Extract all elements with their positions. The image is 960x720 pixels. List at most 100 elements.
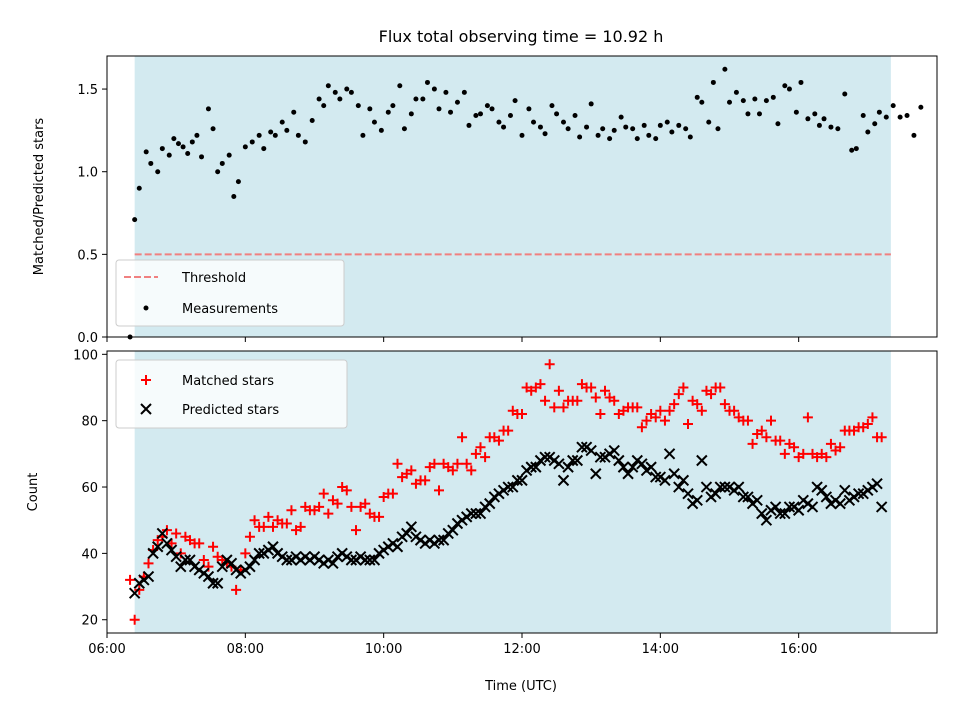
measurements-legend-label: Measurements [182, 302, 278, 317]
measurements-point [175, 141, 181, 147]
x-tick-label: 14:00 [642, 642, 679, 657]
predicted-stars-point [617, 461, 630, 473]
predicted-stars-point [714, 481, 726, 493]
y-tick-label: 1.5 [77, 83, 98, 98]
measurements-point [630, 126, 636, 132]
predicted-stars-point [128, 587, 141, 599]
predicted-stars-point [502, 481, 514, 493]
matched-stars-point [171, 528, 182, 539]
predicted-stars-point [175, 560, 187, 573]
measurements-point [657, 122, 663, 128]
predicted-stars-point [839, 484, 851, 497]
x-tick-label: 06:00 [88, 642, 125, 657]
measurements-point [148, 160, 154, 166]
predicted-stars-point [673, 481, 685, 493]
matched-stars-point [558, 402, 569, 413]
measurements-point [185, 151, 191, 157]
predicted-stars-point [507, 481, 519, 493]
matched-stars-point [729, 405, 740, 416]
matched-stars-point [351, 525, 361, 536]
predicted-stars-point [700, 481, 713, 493]
predicted-stars-legend-label: Predicted stars [182, 403, 279, 418]
predicted-stars-point [645, 461, 657, 473]
predicted-stars-point [156, 527, 169, 540]
measurements-point [466, 122, 472, 128]
matched-stars-point [761, 432, 772, 443]
predicted-stars-point [622, 468, 634, 480]
measurements-point [235, 179, 241, 185]
matched-stars-point [258, 521, 269, 532]
predicted-stars-point [179, 554, 192, 566]
matched-stars-point [719, 399, 730, 410]
matched-stars-point [452, 458, 463, 469]
measurements-point [143, 149, 149, 155]
matched-stars-point [659, 415, 670, 426]
measurements-point [210, 126, 216, 132]
measurements-point [448, 109, 454, 115]
matched-stars-legend-swatch [141, 375, 151, 385]
count-panel: 06:00 08:00 10:00 12:00 14:00 16:00 20 40 60 80 1… [26, 348, 938, 657]
predicted-stars-point [405, 521, 418, 533]
measurements-point [413, 96, 419, 102]
measurements-point [911, 132, 917, 138]
matched-stars-point [194, 538, 205, 549]
measurements-point [279, 119, 285, 125]
predicted-stars-point [696, 454, 708, 467]
matched-stars-point [862, 418, 873, 429]
predicted-stars-point [401, 527, 413, 540]
count-y-axis-label: Count [26, 473, 41, 512]
predicted-stars-point [733, 481, 745, 493]
matched-stars-point [406, 465, 417, 476]
measurements-point [325, 83, 331, 89]
measurements-point [537, 124, 543, 130]
predicted-stars-point [668, 468, 680, 480]
matched-stars-point [493, 435, 504, 446]
measurements-point [745, 111, 751, 117]
matched-stars-point [715, 382, 726, 393]
measurements-point [242, 144, 248, 150]
measurements-point [842, 91, 848, 97]
predicted-stars-point [626, 461, 639, 473]
ratio-series [127, 66, 924, 340]
matched-stars-point [198, 555, 209, 566]
measurements-point [611, 127, 617, 133]
matched-stars-point [595, 409, 606, 420]
measurements-point [367, 106, 373, 112]
predicted-stars-point [792, 504, 805, 516]
count-y-ticks: 20 40 60 80 100 [73, 348, 107, 629]
predicted-stars-point [433, 534, 445, 546]
predicted-stars-point [742, 491, 754, 503]
matched-stars-point [549, 402, 560, 413]
matched-stars-point [461, 458, 472, 469]
predicted-stars-point [327, 557, 339, 570]
measurements-point [219, 160, 225, 166]
predicted-stars-point [590, 468, 602, 480]
measurements-point [588, 101, 594, 107]
matched-stars-point [470, 448, 481, 459]
matched-stars-point [429, 458, 440, 469]
matched-stars-point [835, 442, 846, 453]
measurements-point [205, 106, 211, 112]
measurements-point [337, 96, 343, 102]
measurements-point [646, 132, 652, 138]
matched-stars-point [756, 425, 767, 436]
measurements-point [344, 86, 350, 92]
measurements-point [199, 154, 205, 160]
measurements-point [554, 111, 560, 117]
measurements-point [584, 124, 590, 130]
measurements-point [249, 139, 255, 145]
count-legend-box [115, 359, 348, 429]
measurements-point [865, 129, 871, 135]
measurements-point [653, 136, 659, 142]
measurements-point [763, 98, 769, 104]
predicted-stars-point [756, 507, 768, 520]
measurements-point [501, 124, 507, 130]
measurements-point [770, 94, 776, 100]
matched-stars-point [457, 432, 468, 443]
measurements-point [272, 132, 278, 138]
measurements-point [816, 122, 822, 128]
predicted-stars-point [650, 471, 662, 483]
measurements-point [436, 106, 442, 112]
matched-stars-point [696, 405, 707, 416]
matched-stars-point [650, 412, 661, 423]
